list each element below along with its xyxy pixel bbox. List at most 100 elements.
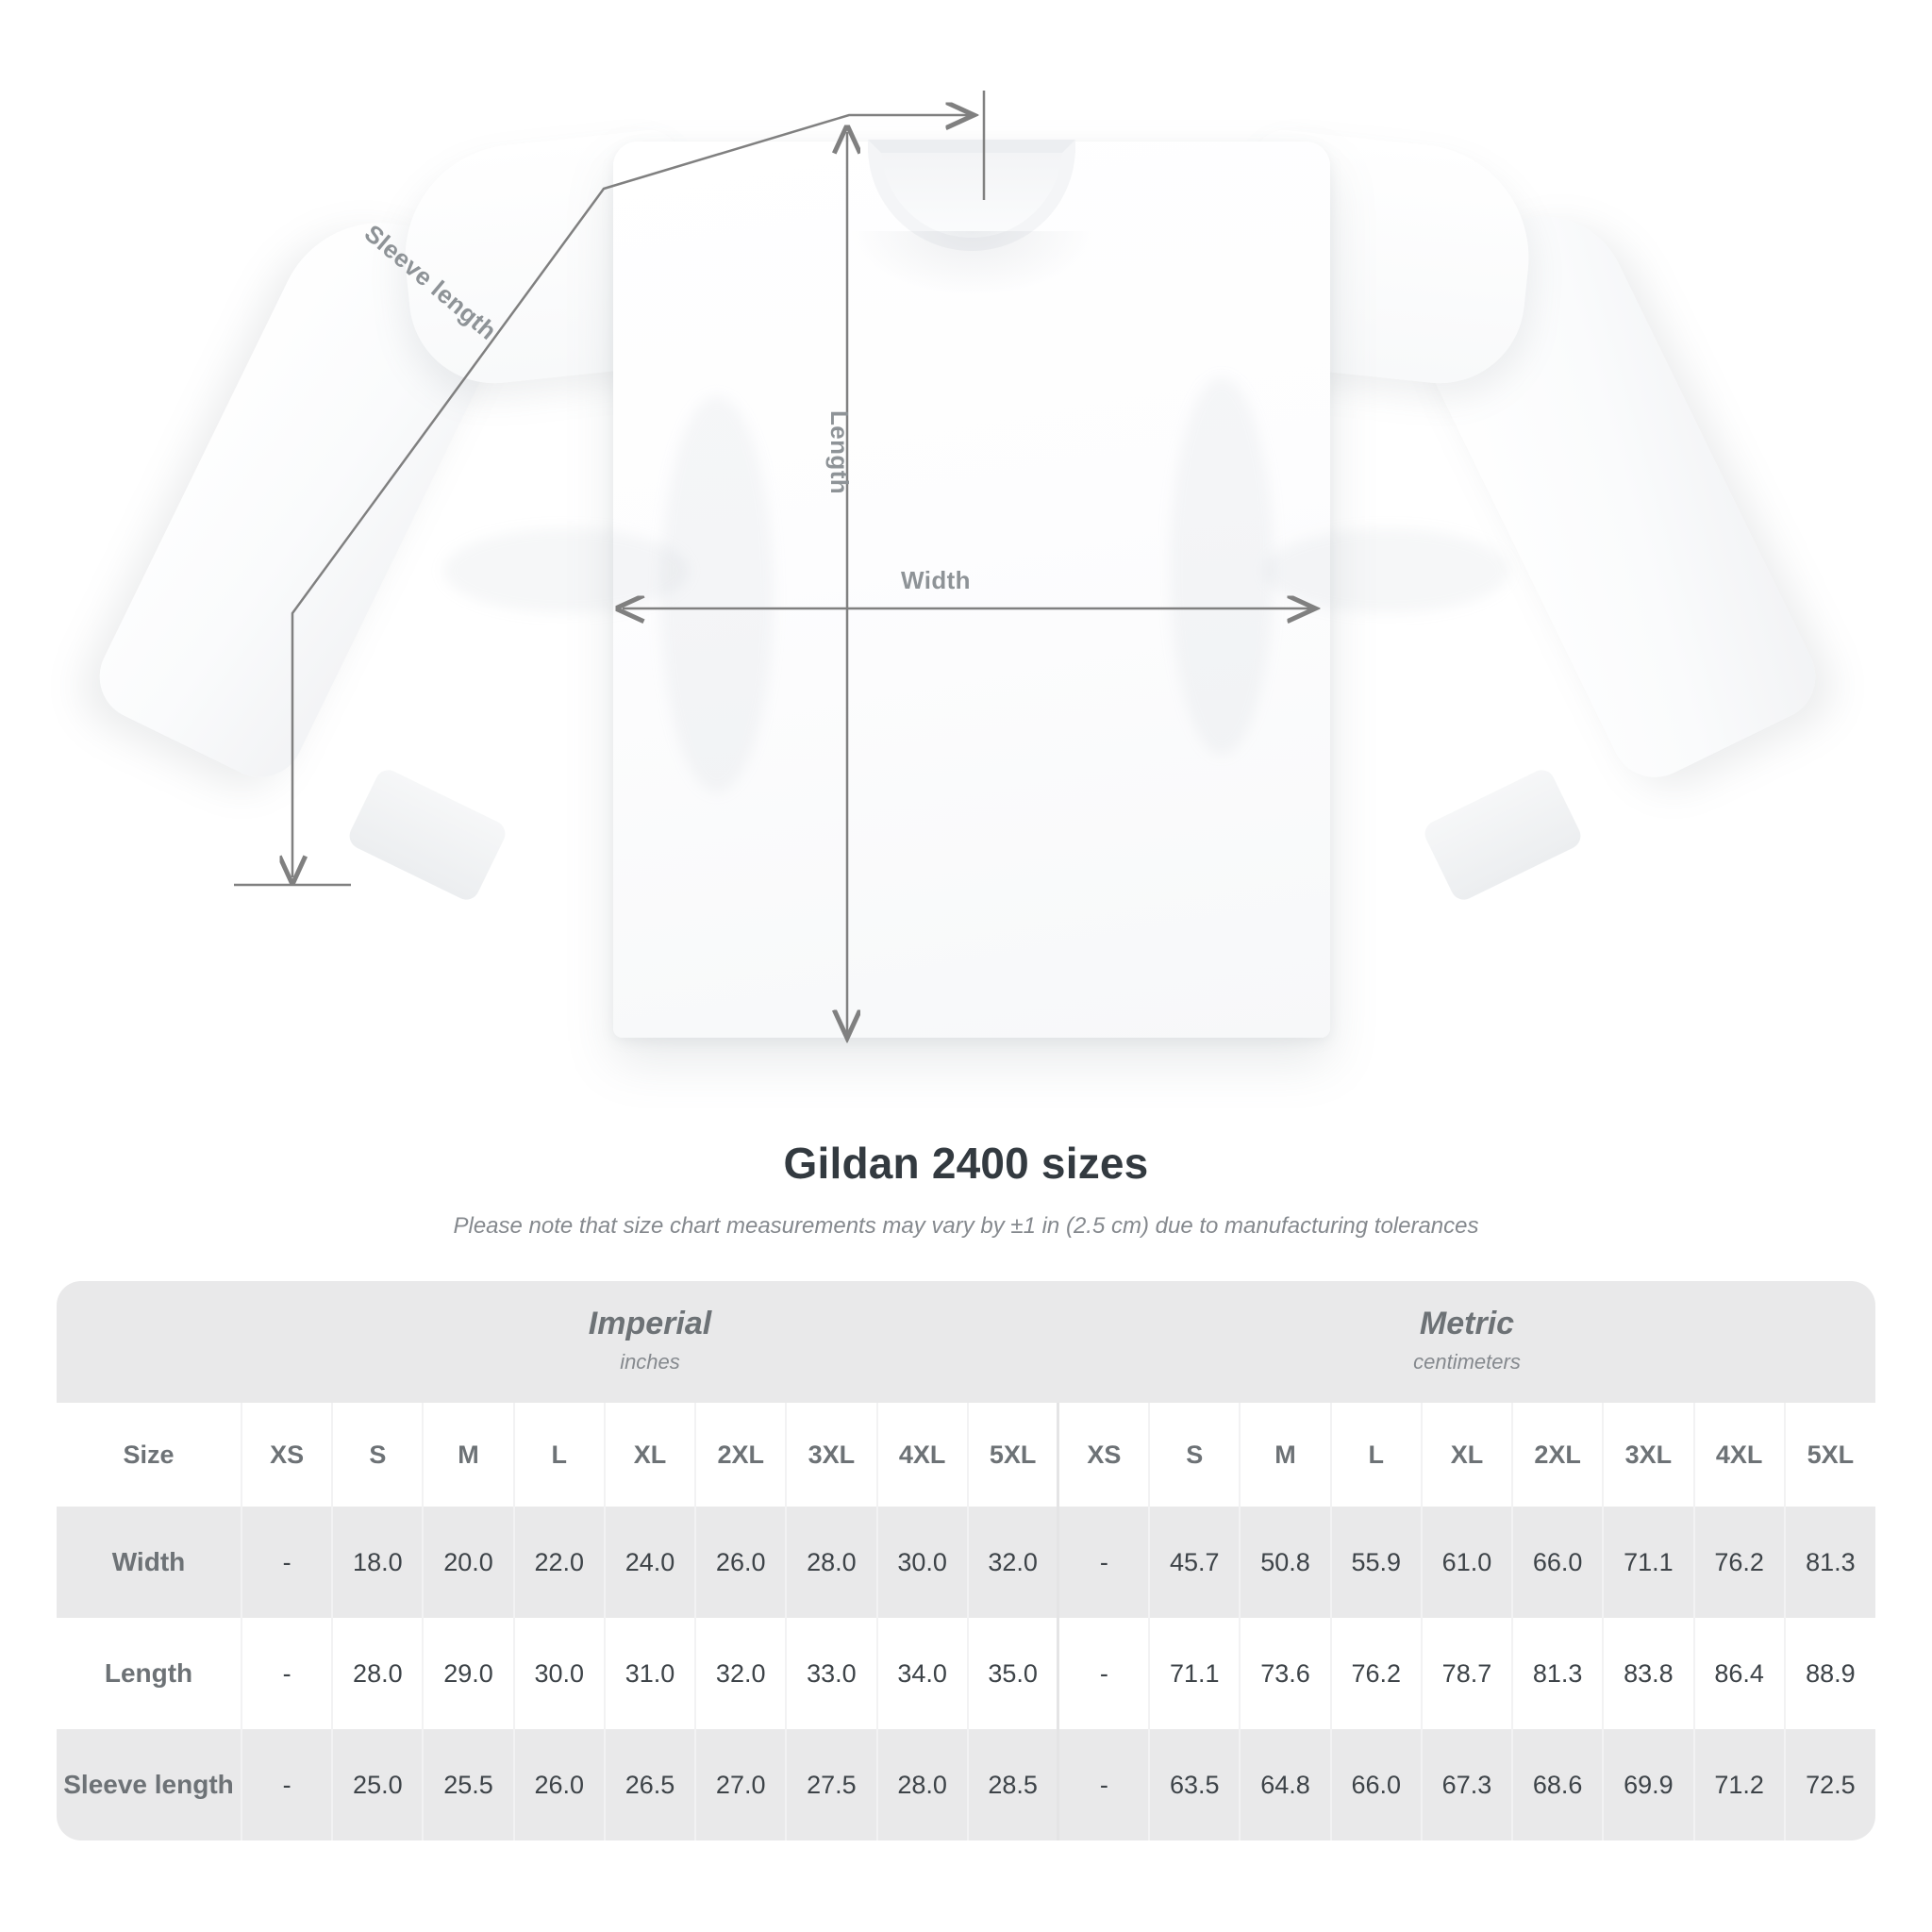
cell-imperial-sleeve-length-l: 26.0 bbox=[512, 1729, 605, 1840]
column-header-metric-3xl: 3XL bbox=[1602, 1403, 1694, 1507]
cell-imperial-length-3xl: 33.0 bbox=[785, 1618, 877, 1729]
table-row: Width -18.0 20.0 22.0 24.0 26.0 28.0 30.0 32.0-4… bbox=[57, 1507, 1875, 1618]
cell-metric-sleeve-length-4xl: 71.2 bbox=[1692, 1729, 1785, 1840]
cell-imperial-length-5xl: 35.0 bbox=[966, 1618, 1058, 1729]
metric-name: Metric bbox=[1419, 1306, 1515, 1341]
table-body: Width -18.0 20.0 22.0 24.0 26.0 28.0 30.0 32.0-4… bbox=[57, 1507, 1875, 1840]
cell-imperial-sleeve-length-3xl: 27.5 bbox=[785, 1729, 877, 1840]
page-title: Gildan 2400 sizes bbox=[783, 1139, 1149, 1188]
cell-imperial-length-4xl: 34.0 bbox=[875, 1618, 968, 1729]
width-label: Width bbox=[901, 566, 971, 594]
cell-imperial-width-4xl: 30.0 bbox=[875, 1507, 968, 1618]
column-header-metric-5xl: 5XL bbox=[1783, 1403, 1875, 1507]
imperial-unit: inches bbox=[620, 1350, 680, 1374]
cell-imperial-width-xs: - bbox=[240, 1507, 333, 1618]
column-header-imperial-4xl: 4XL bbox=[875, 1403, 968, 1507]
cell-metric-sleeve-length-xl: 67.3 bbox=[1420, 1729, 1513, 1840]
cell-imperial-sleeve-length-2xl: 27.0 bbox=[694, 1729, 787, 1840]
cell-metric-length-2xl: 81.3 bbox=[1511, 1618, 1604, 1729]
cell-imperial-length-2xl: 32.0 bbox=[694, 1618, 787, 1729]
cell-imperial-sleeve-length-4xl: 28.0 bbox=[875, 1729, 968, 1840]
garment-illustration: Sleeve length Length Width bbox=[85, 91, 1932, 1113]
cell-imperial-length-l: 30.0 bbox=[512, 1618, 605, 1729]
row-header-length: Length bbox=[57, 1618, 242, 1729]
cell-imperial-width-3xl: 28.0 bbox=[785, 1507, 877, 1618]
imperial-name: Imperial bbox=[588, 1306, 712, 1341]
cell-imperial-sleeve-length-m: 25.5 bbox=[422, 1729, 514, 1840]
table-row: Length -28.0 29.0 30.0 31.0 32.0 33.0 34.0 35.0-… bbox=[57, 1618, 1875, 1729]
cell-imperial-length-m: 29.0 bbox=[422, 1618, 514, 1729]
cell-metric-sleeve-length-m: 64.8 bbox=[1239, 1729, 1331, 1840]
size-header-row: Size XS S M L XL 2XL 3XL 4XL 5XL XS S M L XL 2XL 3XL 4XL 5… bbox=[57, 1403, 1875, 1507]
column-header-metric-m: M bbox=[1239, 1403, 1331, 1507]
length-label: Length bbox=[825, 410, 854, 495]
cell-imperial-width-m: 20.0 bbox=[422, 1507, 514, 1618]
unit-cell-blank bbox=[57, 1281, 242, 1403]
column-header-imperial-xs: XS bbox=[240, 1403, 333, 1507]
column-header-metric-l: L bbox=[1329, 1403, 1422, 1507]
cell-metric-width-3xl: 71.1 bbox=[1602, 1507, 1694, 1618]
unit-group-row: Imperial inches Metric centimeters bbox=[57, 1281, 1875, 1403]
cell-metric-length-s: 71.1 bbox=[1148, 1618, 1241, 1729]
cell-metric-width-xs: - bbox=[1057, 1507, 1150, 1618]
cell-metric-width-s: 45.7 bbox=[1148, 1507, 1241, 1618]
fabric-fold bbox=[1170, 377, 1274, 755]
cell-imperial-sleeve-length-s: 25.0 bbox=[331, 1729, 424, 1840]
cell-imperial-width-l: 22.0 bbox=[512, 1507, 605, 1618]
title-block: Gildan 2400 sizes Please note that size … bbox=[0, 1138, 1932, 1240]
cell-metric-length-3xl: 83.8 bbox=[1602, 1618, 1694, 1729]
column-header-imperial-3xl: 3XL bbox=[785, 1403, 877, 1507]
cell-metric-sleeve-length-xs: - bbox=[1057, 1729, 1150, 1840]
column-header-metric-xs: XS bbox=[1057, 1403, 1150, 1507]
cell-metric-length-4xl: 86.4 bbox=[1692, 1618, 1785, 1729]
metric-unit: centimeters bbox=[1413, 1350, 1521, 1374]
column-header-imperial-m: M bbox=[422, 1403, 514, 1507]
table-row: Sleeve length -25.0 25.5 26.0 26.5 27.0 27.5 28… bbox=[57, 1729, 1875, 1840]
unit-cell-imperial: Imperial inches bbox=[242, 1281, 1058, 1403]
cell-metric-sleeve-length-3xl: 69.9 bbox=[1602, 1729, 1694, 1840]
cell-imperial-sleeve-length-5xl: 28.5 bbox=[966, 1729, 1058, 1840]
unit-cell-metric: Metric centimeters bbox=[1058, 1281, 1875, 1403]
table-head: Imperial inches Metric centimeters Size X… bbox=[57, 1281, 1875, 1507]
column-header-imperial-s: S bbox=[331, 1403, 424, 1507]
row-header-width: Width bbox=[57, 1507, 242, 1618]
cell-metric-width-2xl: 66.0 bbox=[1511, 1507, 1604, 1618]
cell-metric-length-m: 73.6 bbox=[1239, 1618, 1331, 1729]
cell-metric-width-5xl: 81.3 bbox=[1783, 1507, 1875, 1618]
cell-imperial-width-5xl: 32.0 bbox=[966, 1507, 1058, 1618]
cell-imperial-sleeve-length-xs: - bbox=[240, 1729, 333, 1840]
size-chart-table: Imperial inches Metric centimeters Size X… bbox=[57, 1281, 1875, 1840]
column-header-imperial-5xl: 5XL bbox=[966, 1403, 1058, 1507]
column-header-metric-s: S bbox=[1148, 1403, 1241, 1507]
cell-metric-width-l: 55.9 bbox=[1329, 1507, 1422, 1618]
measurement-lines bbox=[234, 91, 1932, 1113]
cell-metric-length-xl: 78.7 bbox=[1420, 1618, 1513, 1729]
cell-metric-sleeve-length-l: 66.0 bbox=[1329, 1729, 1422, 1840]
column-header-size: Size bbox=[57, 1403, 242, 1507]
column-header-imperial-l: L bbox=[512, 1403, 605, 1507]
cell-imperial-length-xs: - bbox=[240, 1618, 333, 1729]
cell-imperial-width-2xl: 26.0 bbox=[694, 1507, 787, 1618]
cell-metric-sleeve-length-s: 63.5 bbox=[1148, 1729, 1241, 1840]
sleeve-length-callout bbox=[234, 91, 986, 887]
cell-imperial-length-s: 28.0 bbox=[331, 1618, 424, 1729]
column-header-metric-xl: XL bbox=[1420, 1403, 1513, 1507]
row-header-sleeve-length: Sleeve length bbox=[57, 1729, 242, 1840]
cell-metric-sleeve-length-2xl: 68.6 bbox=[1511, 1729, 1604, 1840]
cell-imperial-width-xl: 24.0 bbox=[603, 1507, 696, 1618]
cell-metric-length-xs: - bbox=[1057, 1618, 1150, 1729]
cell-imperial-length-xl: 31.0 bbox=[603, 1618, 696, 1729]
cell-metric-width-xl: 61.0 bbox=[1420, 1507, 1513, 1618]
cell-metric-sleeve-length-5xl: 72.5 bbox=[1783, 1729, 1875, 1840]
column-header-imperial-2xl: 2XL bbox=[694, 1403, 787, 1507]
cell-metric-length-5xl: 88.9 bbox=[1783, 1618, 1875, 1729]
cell-imperial-width-s: 18.0 bbox=[331, 1507, 424, 1618]
cell-metric-length-l: 76.2 bbox=[1329, 1618, 1422, 1729]
cell-metric-width-4xl: 76.2 bbox=[1692, 1507, 1785, 1618]
column-header-metric-2xl: 2XL bbox=[1511, 1403, 1604, 1507]
size-table-container: Imperial inches Metric centimeters Size X… bbox=[57, 1281, 1875, 1840]
cell-metric-width-m: 50.8 bbox=[1239, 1507, 1331, 1618]
column-header-metric-4xl: 4XL bbox=[1692, 1403, 1785, 1507]
tolerance-note: Please note that size chart measurements… bbox=[453, 1213, 1479, 1239]
